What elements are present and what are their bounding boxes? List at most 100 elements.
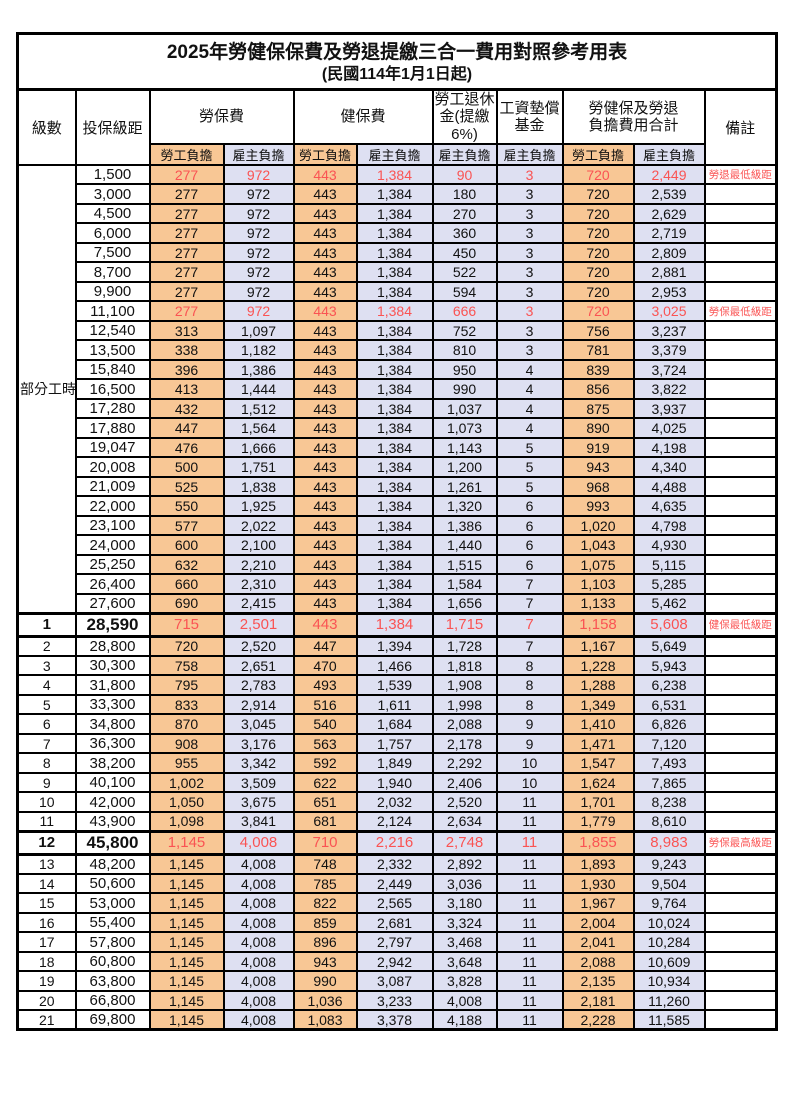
wage-fund-employer-cell: 3 bbox=[495, 163, 564, 186]
health-employee-cell: 443 bbox=[292, 358, 358, 381]
wage-fund-employer-cell: 6 bbox=[495, 514, 564, 537]
total-employee-cell: 943 bbox=[561, 456, 635, 478]
health-employer-cell: 1,384 bbox=[355, 436, 434, 459]
health-employee-cell: 443 bbox=[292, 436, 358, 459]
wage-fund-employer-cell: 11 bbox=[495, 970, 564, 992]
bracket-cell: 30,300 bbox=[74, 654, 151, 677]
level-cell: 21 bbox=[16, 1009, 77, 1031]
table-row: 4 31,800 795 2,783 493 1,539 1,908 8 1,2… bbox=[16, 674, 778, 696]
health-employer-cell: 1,384 bbox=[355, 358, 434, 381]
labor-employer-cell: 1,838 bbox=[222, 475, 295, 498]
labor-employer-cell: 2,783 bbox=[222, 674, 295, 696]
health-employee-cell: 443 bbox=[292, 611, 358, 638]
level-cell: 18 bbox=[16, 950, 77, 973]
bracket-cell: 31,800 bbox=[74, 674, 151, 696]
total-employee-cell: 2,004 bbox=[561, 911, 635, 934]
total-employee-cell: 1,020 bbox=[561, 514, 635, 537]
note-cell bbox=[703, 892, 778, 914]
labor-employer-cell: 972 bbox=[222, 300, 295, 322]
table-row: 10 42,000 1,050 3,675 651 2,032 2,520 11… bbox=[16, 791, 778, 813]
pension-employer-cell: 990 bbox=[431, 378, 498, 400]
pension-employer-cell: 810 bbox=[431, 339, 498, 361]
health-employee-cell: 443 bbox=[292, 183, 358, 205]
health-employee-cell: 443 bbox=[292, 456, 358, 478]
labor-employee-cell: 1,145 bbox=[148, 931, 225, 953]
labor-employee-cell: 432 bbox=[148, 397, 225, 420]
table-row: 22,000 550 1,925 443 1,384 1,320 6 993 4… bbox=[18, 495, 778, 517]
pension-employer-cell: 2,634 bbox=[431, 810, 498, 833]
table-row: 17,880 447 1,564 443 1,384 1,073 4 890 4… bbox=[18, 417, 778, 439]
level-cell: 12 bbox=[16, 829, 77, 856]
wage-fund-employer-cell: 11 bbox=[495, 989, 564, 1012]
pension-employer-cell: 1,584 bbox=[431, 573, 498, 595]
health-employee-cell: 592 bbox=[292, 752, 358, 774]
bracket-cell: 12,540 bbox=[74, 319, 151, 342]
total-employee-cell: 720 bbox=[561, 163, 635, 186]
note-cell bbox=[703, 950, 778, 973]
labor-employee-cell: 1,145 bbox=[148, 872, 225, 895]
health-employer-cell: 1,384 bbox=[355, 202, 434, 225]
total-employee-cell: 1,967 bbox=[561, 892, 635, 914]
total-employer-cell: 5,608 bbox=[632, 611, 706, 638]
pension-employer-cell: 1,818 bbox=[431, 654, 498, 677]
labor-employee-cell: 1,145 bbox=[148, 950, 225, 973]
total-employer-cell: 5,649 bbox=[632, 635, 706, 657]
health-employer-cell: 1,611 bbox=[355, 693, 434, 716]
pension-employer-cell: 1,037 bbox=[431, 397, 498, 420]
labor-employee-cell: 277 bbox=[148, 202, 225, 225]
health-employee-cell: 493 bbox=[292, 674, 358, 696]
labor-employer-cell: 2,415 bbox=[222, 592, 295, 615]
table-row: 20,008 500 1,751 443 1,384 1,200 5 943 4… bbox=[18, 456, 778, 478]
wage-fund-employer-cell: 9 bbox=[495, 713, 564, 735]
bracket-cell: 36,300 bbox=[74, 732, 151, 755]
health-employee-cell: 443 bbox=[292, 417, 358, 439]
total-employer-cell: 4,635 bbox=[632, 495, 706, 517]
labor-employee-cell: 277 bbox=[148, 241, 225, 264]
bracket-cell: 40,100 bbox=[74, 771, 151, 794]
subheader-wage-fund-employer: 雇主負擔 bbox=[495, 142, 564, 166]
health-employer-cell: 1,384 bbox=[355, 300, 434, 322]
health-employer-cell: 2,124 bbox=[355, 810, 434, 833]
level-cell: 2 bbox=[16, 635, 77, 657]
table-row: 27,600 690 2,415 443 1,384 1,656 7 1,133… bbox=[18, 592, 778, 615]
bracket-cell: 22,000 bbox=[74, 495, 151, 517]
wage-fund-employer-cell: 8 bbox=[495, 674, 564, 696]
health-employee-cell: 443 bbox=[292, 378, 358, 400]
pension-employer-cell: 1,440 bbox=[431, 534, 498, 556]
pension-employer-cell: 2,406 bbox=[431, 771, 498, 794]
labor-employee-cell: 500 bbox=[148, 456, 225, 478]
bracket-cell: 16,500 bbox=[74, 378, 151, 400]
health-employee-cell: 822 bbox=[292, 892, 358, 914]
level-cell: 14 bbox=[16, 872, 77, 895]
total-employee-cell: 1,167 bbox=[561, 635, 635, 657]
pension-employer-cell: 4,188 bbox=[431, 1009, 498, 1031]
table-row: 5 33,300 833 2,914 516 1,611 1,998 8 1,3… bbox=[16, 693, 778, 716]
column-group-pension: 勞工退休 金(提繳6%) bbox=[431, 88, 498, 145]
health-employer-cell: 1,940 bbox=[355, 771, 434, 794]
header-row-groups: 級數 投保級距 勞保費 健保費 勞工退休 金(提繳6%) 工資墊償 基金 勞健保… bbox=[16, 88, 778, 166]
labor-employer-cell: 972 bbox=[222, 163, 295, 186]
table-row: 13 48,200 1,145 4,008 748 2,332 2,892 11… bbox=[16, 853, 778, 875]
premium-reference-sheet: 2025年勞健保保費及勞退提繳三合一費用對照參考用表 (民國114年1月1日起)… bbox=[16, 32, 779, 1032]
labor-employer-cell: 3,045 bbox=[222, 713, 295, 735]
table-row: 14 50,600 1,145 4,008 785 2,449 3,036 11… bbox=[16, 872, 778, 895]
pension-employer-cell: 1,715 bbox=[431, 611, 498, 638]
labor-employer-cell: 1,386 bbox=[222, 358, 295, 381]
wage-fund-employer-cell: 3 bbox=[495, 202, 564, 225]
total-employee-cell: 1,855 bbox=[561, 829, 635, 856]
total-employer-cell: 5,462 bbox=[632, 592, 706, 615]
bracket-cell: 42,000 bbox=[74, 791, 151, 813]
health-employee-cell: 443 bbox=[292, 553, 358, 576]
total-employer-cell: 2,881 bbox=[632, 261, 706, 283]
health-employee-cell: 622 bbox=[292, 771, 358, 794]
labor-employer-cell: 3,342 bbox=[222, 752, 295, 774]
note-cell bbox=[703, 534, 778, 556]
wage-fund-employer-cell: 11 bbox=[495, 931, 564, 953]
note-cell bbox=[703, 752, 778, 774]
pension-employer-cell: 3,036 bbox=[431, 872, 498, 895]
total-employer-cell: 5,285 bbox=[632, 573, 706, 595]
health-employer-cell: 2,942 bbox=[355, 950, 434, 973]
level-cell: 19 bbox=[16, 970, 77, 992]
health-employee-cell: 896 bbox=[292, 931, 358, 953]
wage-fund-employer-cell: 4 bbox=[495, 378, 564, 400]
